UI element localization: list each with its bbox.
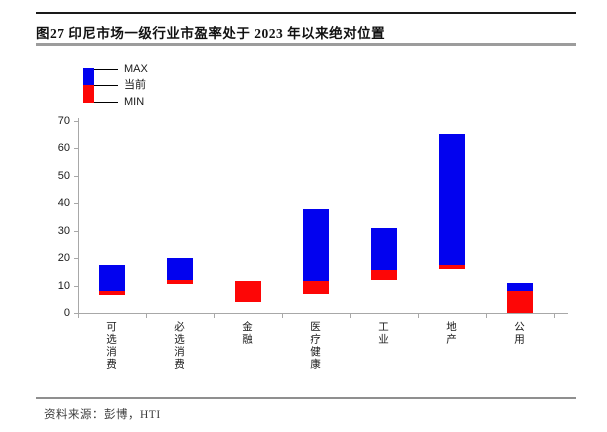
category-label: 必选消费	[173, 321, 184, 371]
footer-divider	[36, 397, 576, 399]
bar-min-segment	[303, 281, 329, 294]
bar-min-segment	[235, 281, 261, 302]
bar-max-segment	[371, 227, 397, 271]
category-label: 医疗健康	[309, 321, 320, 371]
x-tick	[282, 314, 283, 318]
category-label: 公用	[513, 321, 524, 346]
figure-title: 图27 印尼市场一级行业市盈率处于 2023 年以来绝对位置	[36, 26, 386, 41]
legend-min-swatch	[83, 85, 94, 103]
category-label: 工业	[377, 321, 388, 346]
x-tick	[486, 314, 487, 318]
legend-label-current: 当前	[124, 79, 146, 91]
bar-min-segment	[167, 280, 193, 285]
bar-max-segment	[303, 208, 329, 282]
x-tick	[350, 314, 351, 318]
y-tick-label: 10	[57, 279, 70, 292]
legend-label-min: MIN	[124, 96, 145, 108]
y-tick	[74, 203, 78, 204]
x-tick	[146, 314, 147, 318]
legend-max-line	[94, 69, 118, 70]
y-tick-label: 60	[57, 142, 70, 154]
bar-min-segment	[99, 291, 125, 296]
top-divider	[36, 12, 576, 14]
source-note: 资料来源：彭博，HTI	[44, 409, 161, 421]
category-label: 金融	[241, 321, 252, 346]
bar-max-segment	[439, 134, 465, 265]
category-label: 地产	[445, 321, 456, 346]
pe-range-chart: MAX 当前 MIN 0 10 20 30 40 50 60 70 可选消费 必选消费 金融 医疗健康…	[36, 55, 596, 395]
bar-min-segment	[439, 264, 465, 269]
title-divider	[36, 43, 576, 46]
y-axis-line	[78, 117, 79, 314]
legend-current-line	[94, 85, 118, 86]
x-tick	[214, 314, 215, 318]
y-tick	[74, 230, 78, 232]
y-tick-label: 0	[63, 307, 70, 319]
plot-area: 0 10 20 30 40 50 60 70 可选消费 必选消费 金融 医疗健康 工业 地产 公用	[36, 55, 596, 395]
y-tick	[74, 148, 78, 149]
legend-min-line	[94, 102, 118, 103]
y-tick-label: 40	[57, 197, 70, 209]
y-tick	[74, 258, 78, 259]
bar-min-segment	[371, 270, 397, 280]
bar-max-segment	[507, 282, 533, 291]
x-tick	[554, 314, 555, 318]
y-tick	[74, 313, 78, 314]
y-tick-label: 50	[57, 169, 70, 182]
category-label: 可选消费	[105, 321, 116, 371]
x-axis-line	[78, 313, 568, 314]
bar-max-segment	[167, 258, 193, 280]
legend-max-swatch	[83, 68, 94, 85]
y-tick	[74, 285, 78, 287]
x-tick	[418, 314, 419, 318]
bar-min-segment	[507, 291, 533, 313]
y-tick	[74, 120, 78, 122]
y-tick	[74, 175, 78, 177]
bar-max-segment	[99, 264, 125, 291]
x-tick	[78, 314, 79, 318]
legend-label-max: MAX	[124, 63, 148, 75]
y-tick-label: 30	[57, 224, 70, 237]
y-tick-label: 20	[57, 252, 70, 264]
y-tick-label: 70	[57, 114, 70, 127]
